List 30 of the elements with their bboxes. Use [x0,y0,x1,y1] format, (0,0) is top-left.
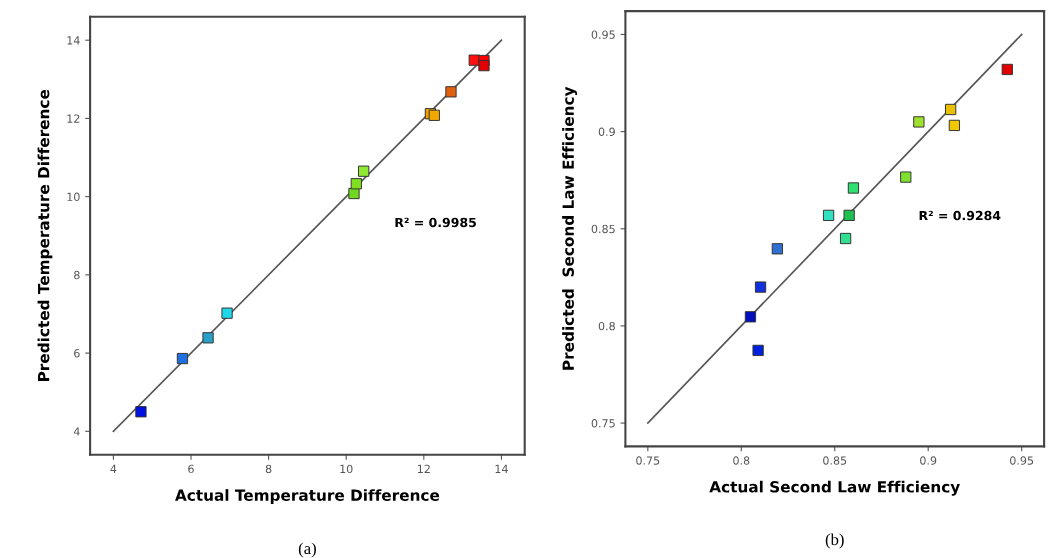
x-axis-title: Actual Temperature Difference [175,489,440,504]
x-tick-label: 0.75 [636,456,660,465]
y-tick-label: 0.85 [591,224,615,234]
x-tick-label: 4 [110,464,117,473]
text: (a) [298,542,316,558]
x-tick-label: 0.95 [1010,456,1034,465]
text: (b) [825,533,844,549]
y-tick-label: 10 [67,192,80,202]
y-tick-label: 8 [74,270,80,280]
y-axis-title: Predicted Second Law Efficiency [562,86,578,370]
y-tick-label: 0.95 [591,30,615,39]
y-axis-title: Predicted Temperature Difference [37,89,53,381]
annotation: R² = 0.9284 [919,210,1001,221]
annotation: R² = 0.9985 [395,217,476,228]
y-tick-label: 14 [67,36,80,45]
x-tick-label: 12 [417,464,430,473]
y-tick-label: 12 [67,114,80,123]
x-tick-label: 0.8 [733,456,750,465]
x-tick-label: 10 [340,464,353,474]
x-tick-label: 6 [188,464,194,474]
y-tick-label: 4 [73,427,80,436]
x-tick-label: 14 [495,464,508,473]
x-axis-title: Actual Second Law Efficiency [709,480,960,496]
y-tick-label: 6 [74,349,80,358]
y-tick-label: 0.75 [591,419,615,428]
y-tick-label: 0.8 [598,321,615,331]
x-tick-label: 8 [265,464,272,474]
y-tick-label: 0.9 [598,127,615,137]
x-tick-label: 0.9 [920,456,937,465]
x-tick-label: 0.85 [823,456,847,465]
